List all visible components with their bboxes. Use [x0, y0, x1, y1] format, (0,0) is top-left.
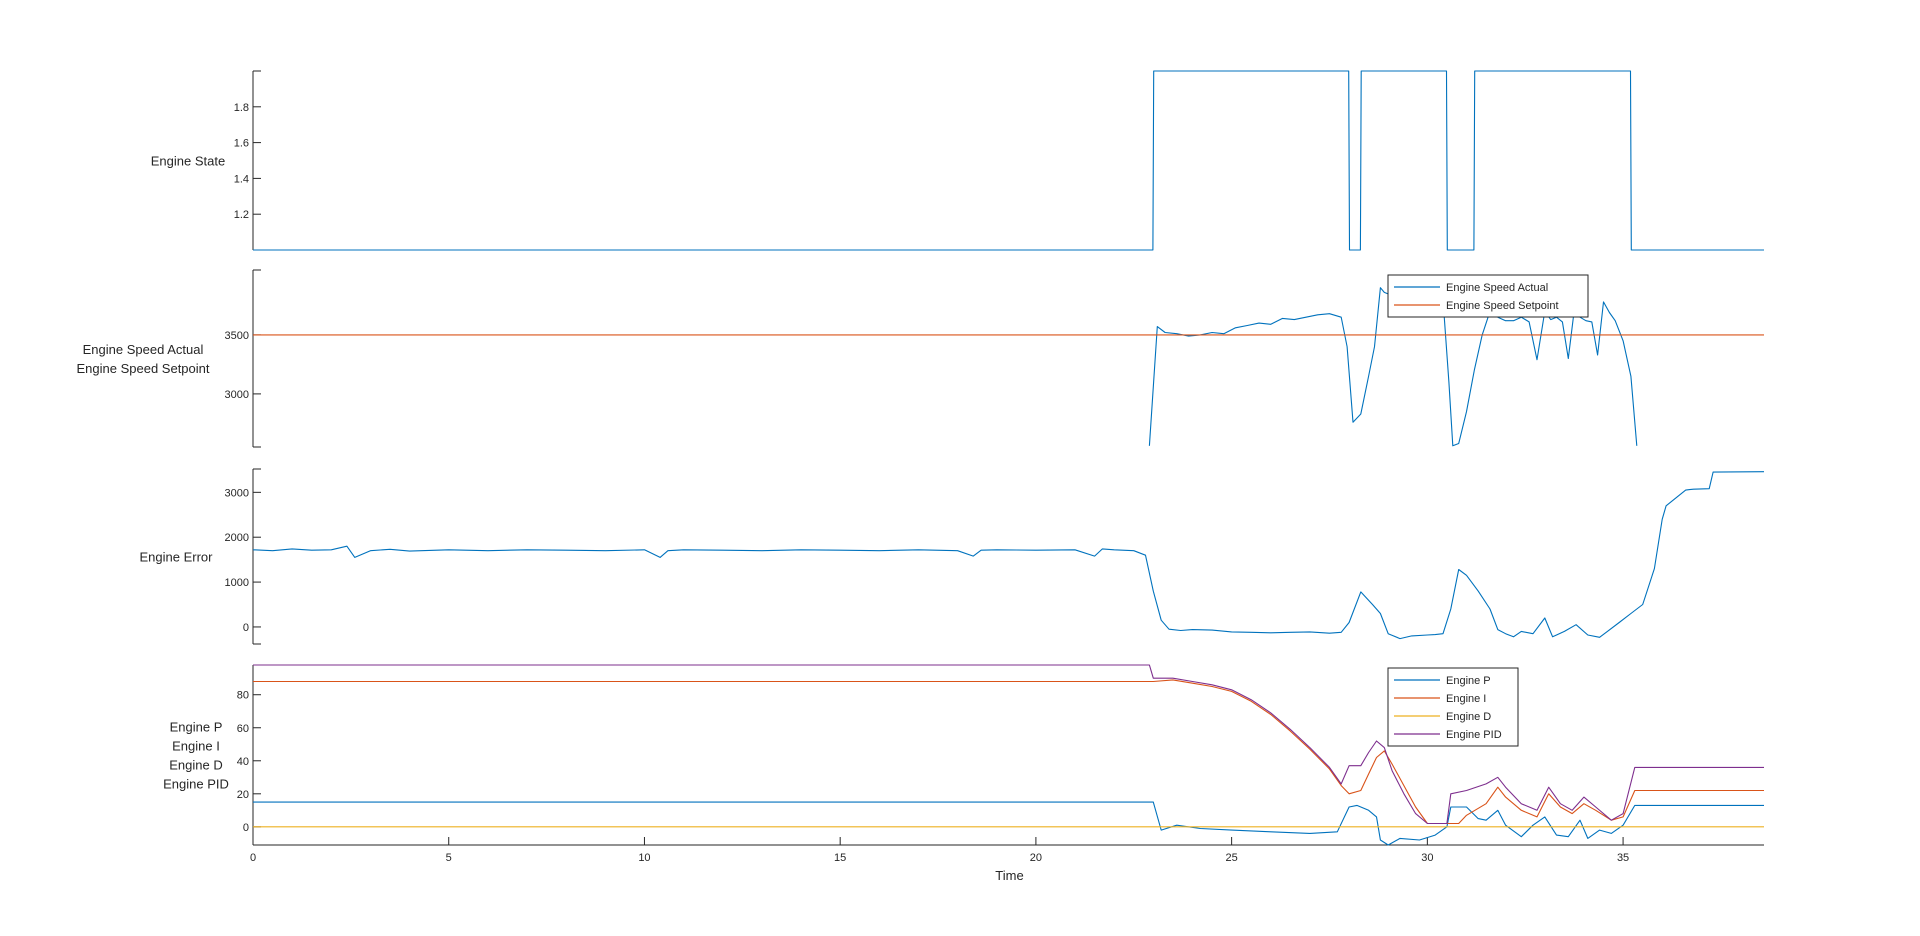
x-tick-label: 15 — [834, 852, 846, 864]
y-tick-label: 1000 — [225, 577, 249, 589]
y-axis-label: Engine State — [151, 154, 225, 169]
legend-box — [1387, 274, 1589, 318]
x-tick-label: 20 — [1030, 852, 1042, 864]
y-axis-label: Engine P — [170, 720, 223, 735]
legend: Engine P Engine I Engine D Engine PID — [1387, 667, 1519, 747]
legend-entry: Engine PID — [1446, 729, 1502, 741]
series-line-1 — [253, 70, 1764, 251]
y-axis-label: Engine D — [169, 758, 222, 773]
y-tick-label: 60 — [237, 723, 249, 735]
x-axis-label: Time — [995, 868, 1023, 883]
x-tick-label: 10 — [638, 852, 650, 864]
y-tick-label: 1.8 — [234, 102, 249, 114]
legend-box — [1387, 667, 1519, 747]
y-axis-label: Engine Speed Setpoint — [77, 361, 210, 376]
x-tick-label: 35 — [1617, 852, 1629, 864]
x-tick-label: 25 — [1226, 852, 1238, 864]
x-tick-label: 5 — [446, 852, 452, 864]
legend-entry: Engine I — [1446, 693, 1486, 705]
y-tick-label: 2000 — [225, 532, 249, 544]
y-axis-label: Engine I — [172, 739, 220, 754]
series-line-engine-i — [253, 679, 1764, 825]
legend: Engine Speed Actual Engine Speed Setpoint — [1387, 274, 1589, 318]
y-axis-label: Engine PID — [163, 777, 229, 792]
series-line-engine-pid — [253, 664, 1764, 825]
y-tick-label: 20 — [237, 789, 249, 801]
y-axis-label: Engine Error — [140, 550, 214, 565]
series-line-engine-p — [253, 801, 1764, 846]
y-tick-label: 80 — [237, 690, 249, 702]
y-tick-label: 1.6 — [234, 138, 249, 150]
y-tick-label: 3000 — [225, 389, 249, 401]
legend-entry: Engine Speed Setpoint — [1446, 300, 1559, 312]
legend-entry: Engine D — [1446, 711, 1491, 723]
y-tick-label: 40 — [237, 756, 249, 768]
series-line-1 — [252, 471, 1765, 640]
y-axis-label: Engine Speed Actual — [83, 342, 204, 357]
subplot-1: 1.2 1.4 1.6 1.8 Engine State — [151, 70, 1764, 251]
y-tick-label: 3500 — [225, 330, 249, 342]
y-tick-label: 1.4 — [234, 173, 249, 185]
y-tick-label: 0 — [243, 822, 249, 834]
y-tick-label: 3000 — [225, 487, 249, 499]
y-tick-label: 0 — [243, 622, 249, 634]
legend-entry: Engine P — [1446, 675, 1491, 687]
x-tick-label: 0 — [250, 852, 256, 864]
subplot-3: 0 1000 2000 3000 Engine Error — [140, 468, 1765, 645]
y-tick-label: 1.2 — [234, 209, 249, 221]
x-tick-label: 30 — [1421, 852, 1433, 864]
legend-entry: Engine Speed Actual — [1446, 282, 1548, 294]
